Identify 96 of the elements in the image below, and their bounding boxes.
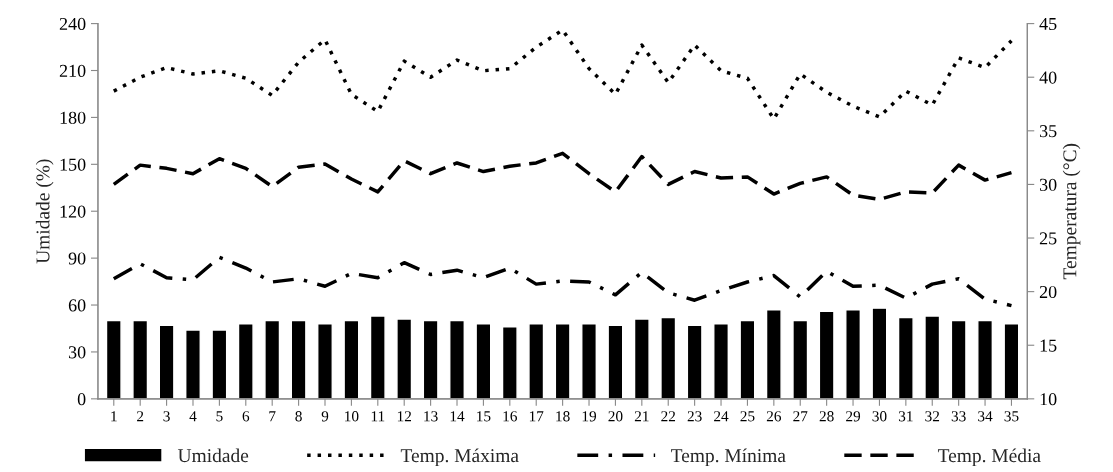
bar (132, 319, 149, 399)
bar (765, 309, 782, 399)
x-tick-label: 11 (371, 411, 385, 422)
x-tick-label: 34 (978, 411, 993, 422)
legend-label: Temp. Máxima (400, 448, 519, 467)
y2-tick-label: 35 (1039, 125, 1057, 138)
x-tick-label: 9 (321, 411, 329, 422)
x-tick-label: 24 (714, 411, 729, 422)
x-tick-label: 21 (634, 411, 649, 422)
x-tick-label: 32 (925, 411, 940, 422)
bar (449, 319, 465, 399)
bar (607, 324, 624, 399)
x-tick-label: 14 (450, 411, 465, 422)
y-tick-label: 30 (68, 346, 86, 359)
y2-axis-title: Temperatura (°C) (1062, 143, 1081, 280)
x-tick-label: 33 (951, 411, 966, 422)
x-tick-label: 3 (163, 411, 170, 422)
y2-tick-label: 45 (1039, 17, 1057, 31)
bar (369, 315, 386, 399)
y-tick-label: 0 (77, 393, 86, 406)
x-tick-label: 19 (582, 411, 597, 422)
bar (660, 316, 677, 399)
legend-label: Temp. Média (937, 448, 1041, 467)
y-tick-label: 120 (60, 205, 86, 218)
bar (422, 319, 439, 399)
bar (977, 319, 994, 399)
bar (501, 326, 518, 399)
x-tick-label: 8 (295, 411, 302, 422)
x-tick-label: 12 (397, 411, 411, 422)
x-tick-label: 17 (529, 411, 544, 422)
bar (818, 310, 835, 399)
y-tick-label: 90 (68, 252, 86, 265)
bar (950, 319, 967, 399)
bar (475, 323, 492, 399)
bar (317, 323, 333, 399)
x-tick-label: 13 (424, 411, 438, 422)
x-tick-label: 30 (872, 411, 887, 422)
bar (290, 319, 307, 399)
bar (897, 316, 914, 399)
bar (185, 329, 201, 399)
y2-tick-label: 20 (1039, 285, 1057, 299)
x-tick-label: 29 (846, 411, 861, 422)
x-tick-label: 1 (111, 411, 117, 422)
bar (686, 324, 703, 399)
bar (396, 318, 413, 399)
bar (633, 318, 650, 399)
x-tick-label: 23 (687, 411, 702, 422)
bar (528, 323, 545, 399)
y-tick-label: 210 (59, 64, 86, 77)
x-tick-label: 5 (216, 411, 223, 422)
line-series (112, 151, 1014, 202)
y2-tick-label: 15 (1040, 339, 1057, 352)
line-series (112, 255, 1014, 308)
x-tick-label: 4 (189, 411, 197, 422)
bar (739, 319, 756, 399)
x-tick-label: 7 (269, 411, 276, 422)
legend-label: Temp. Mínima (671, 448, 786, 467)
x-tick-label: 22 (661, 411, 676, 422)
line-series (112, 28, 1014, 121)
y2-tick-label: 10 (1040, 393, 1057, 406)
bar (105, 319, 122, 399)
x-tick-label: 35 (1004, 411, 1019, 422)
x-tick-label: 31 (898, 411, 913, 422)
y-tick-label: 240 (59, 17, 86, 31)
bar (343, 319, 360, 399)
x-tick-label: 2 (137, 411, 144, 422)
bar (237, 323, 254, 399)
bar (554, 323, 571, 399)
x-tick-label: 6 (242, 411, 250, 422)
x-tick-label: 15 (477, 411, 491, 422)
bar (845, 309, 862, 399)
y2-tick-label: 40 (1039, 71, 1057, 84)
y-tick-label: 150 (60, 158, 86, 171)
bar (792, 319, 809, 399)
bar (158, 324, 175, 399)
y-tick-label: 180 (60, 111, 86, 124)
bar (581, 323, 597, 399)
y2-tick-label: 30 (1039, 178, 1057, 191)
y2-tick-label: 25 (1039, 232, 1057, 245)
bar (713, 323, 729, 399)
x-tick-label: 10 (345, 411, 359, 422)
x-tick-label: 18 (556, 411, 570, 422)
bar (264, 319, 281, 399)
x-tick-label: 28 (819, 411, 834, 422)
x-tick-label: 26 (766, 411, 782, 422)
x-tick-label: 20 (608, 411, 623, 422)
bar (871, 307, 888, 399)
legend-label: Umidade (177, 448, 249, 463)
x-tick-label: 25 (740, 411, 755, 422)
bar (924, 315, 941, 399)
y-tick-label: 60 (68, 299, 86, 312)
y-axis-title: Umidade (%) (35, 159, 54, 264)
bar (1003, 323, 1020, 399)
x-tick-label: 16 (503, 411, 517, 422)
x-tick-label: 27 (793, 411, 808, 422)
bar (211, 329, 228, 399)
